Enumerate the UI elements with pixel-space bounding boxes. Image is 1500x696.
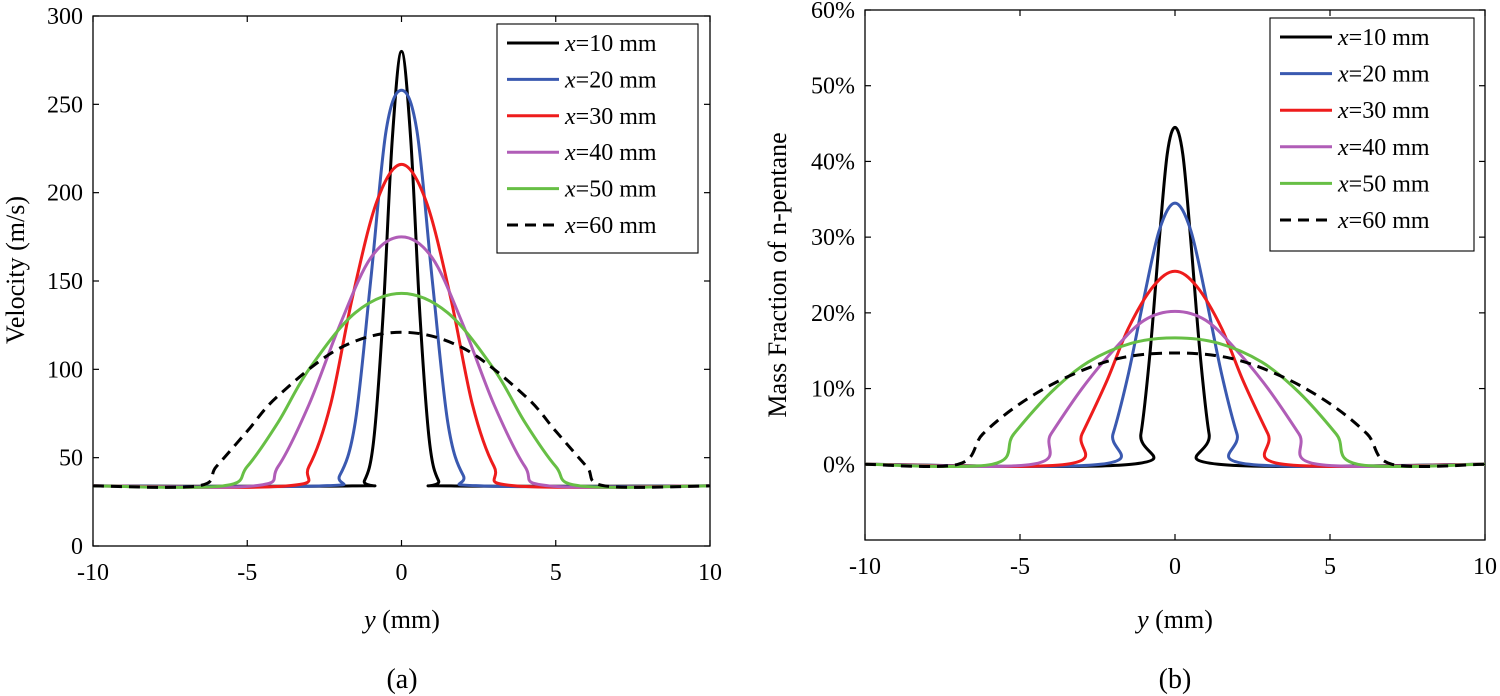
y-tick-label-b: 60% — [811, 0, 855, 24]
legend-label-b-1: x=10 mm — [1337, 25, 1430, 51]
x-axis-label-var-b: y — [1134, 605, 1149, 634]
y-tick-label-a: 0 — [71, 534, 83, 560]
series-line-b-6 — [865, 351, 1485, 469]
series-line-b-2 — [865, 201, 1485, 469]
legend-label-a-2: x=20 mm — [564, 67, 657, 93]
y-tick-label-a: 50 — [59, 446, 83, 472]
legend-label-b-6: x=60 mm — [1337, 208, 1430, 234]
series-line-b-1 — [865, 125, 1485, 469]
y-tick-label-b: 40% — [811, 149, 855, 175]
x-tick-label-b: -10 — [849, 554, 881, 580]
series-line-b-3 — [865, 269, 1485, 469]
x-tick-label-b: 5 — [1324, 554, 1336, 580]
series-line-a-4 — [93, 235, 710, 489]
series-line-a-5 — [93, 291, 710, 489]
series-lines-b — [865, 125, 1485, 469]
x-tick-label-b: 0 — [1169, 554, 1181, 580]
y-tick-label-a: 250 — [47, 92, 83, 118]
x-axis-label-unit-b: (mm) — [1149, 605, 1213, 634]
legend-box-a — [496, 23, 699, 254]
series-line-b-4 — [865, 309, 1485, 469]
x-axis-label-var-a: y — [361, 605, 376, 634]
legend-label-a-1: x=10 mm — [564, 31, 657, 57]
y-tick-label-b: 0% — [823, 452, 855, 478]
y-tick-label-a: 200 — [47, 181, 83, 207]
legend-label-b-4: x=40 mm — [1337, 135, 1430, 161]
panel-label-a: (a) — [386, 664, 417, 695]
panel-label-b: (b) — [1159, 664, 1192, 695]
series-lines-a — [93, 49, 710, 489]
x-tick-label-b: -5 — [1010, 554, 1030, 580]
y-axis-label-a: Velocity (m/s) — [1, 196, 30, 344]
chart-panel-b: -10 -5 0 5 10 0% 10% 20% 30% 40% 50% 60% Mass Fract… — [763, 0, 1497, 695]
x-tick-label-a: 5 — [550, 560, 562, 586]
series-line-a-3 — [93, 162, 710, 489]
legend-b: x=10 mm x=20 mm x=30 mm x=40 mm x=50 mm x=60 … — [1269, 17, 1475, 252]
legend-label-b-3: x=30 mm — [1337, 98, 1430, 124]
x-axis-label-a: y (mm) — [361, 605, 440, 634]
legend-label-b-5: x=50 mm — [1337, 171, 1430, 197]
x-axis-label-unit-a: (mm) — [376, 605, 440, 634]
legend-a: x=10 mm x=20 mm x=30 mm x=40 mm x=50 mm x=60 … — [496, 23, 699, 254]
series-line-b-5 — [865, 336, 1485, 469]
x-axis-label-b: y (mm) — [1134, 605, 1213, 634]
legend-label-a-3: x=30 mm — [564, 104, 657, 130]
x-tick-label-a: 10 — [698, 560, 722, 586]
y-tick-label-a: 100 — [47, 357, 83, 383]
series-line-a-6 — [93, 330, 710, 489]
series-line-a-1 — [93, 49, 710, 488]
series-line-a-2 — [93, 88, 710, 489]
x-tick-label-b: 10 — [1473, 554, 1497, 580]
y-tick-label-b: 50% — [811, 74, 855, 100]
x-tick-label-a: -5 — [237, 560, 257, 586]
y-tick-label-a: 150 — [47, 269, 83, 295]
x-tick-label-a: -10 — [77, 560, 109, 586]
legend-box-b — [1269, 17, 1475, 252]
y-tick-label-b: 10% — [811, 377, 855, 403]
y-tick-label-b: 20% — [811, 301, 855, 327]
legend-label-a-6: x=60 mm — [564, 213, 657, 239]
y-tick-label-a: 300 — [47, 4, 83, 30]
y-tick-label-b: 30% — [811, 225, 855, 251]
legend-label-a-4: x=40 mm — [564, 140, 657, 166]
ticks-b: -10 -5 0 5 10 0% 10% 20% 30% 40% 50% 60% — [811, 0, 1497, 580]
legend-label-b-2: x=20 mm — [1337, 62, 1430, 88]
y-axis-label-b: Mass Fraction of n-pentane — [763, 132, 792, 417]
legend-label-a-5: x=50 mm — [564, 177, 657, 203]
x-tick-label-a: 0 — [396, 560, 408, 586]
